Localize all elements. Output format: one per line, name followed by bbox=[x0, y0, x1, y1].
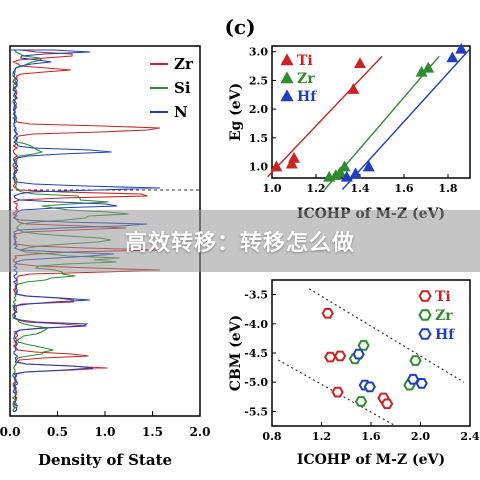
data-point-zr bbox=[334, 166, 347, 178]
data-point-zr bbox=[357, 340, 370, 351]
legend-marker-ti bbox=[280, 53, 294, 66]
data-point-ti bbox=[321, 308, 334, 319]
panel-d-content: 0.8 1.2 1.6 2.0 2.4 -3.5 -4.0 -4.5 -5.0 -5.5 ICOHP… bbox=[228, 288, 480, 468]
legend-label-ti: Ti bbox=[435, 289, 451, 305]
y-tick-label: -5.0 bbox=[244, 376, 268, 389]
y-tick-label: 2.0 bbox=[249, 103, 268, 116]
legend-marker-hf bbox=[280, 89, 294, 102]
dos-x-tick-label: 1.5 bbox=[142, 425, 163, 439]
panel-c-label: (c) bbox=[224, 15, 255, 39]
data-point-hf bbox=[352, 348, 365, 360]
panel-c-frame bbox=[271, 45, 471, 179]
data-point-hf bbox=[406, 373, 420, 385]
dos-x-ticks: 0.0 0.5 1.0 1.5 2.0 bbox=[0, 411, 210, 439]
y-axis-label: CBM (eV) bbox=[228, 315, 244, 391]
panel-d: 0.8 1.2 1.6 2.0 2.4 -3.5 -4.0 -4.5 -5.0 -5.5 ICOHP… bbox=[228, 279, 480, 468]
fit-line-blue bbox=[341, 48, 471, 190]
legend-label-zr: Zr bbox=[435, 308, 453, 324]
data-point-ti bbox=[285, 157, 298, 169]
legend-marker-zr bbox=[280, 71, 294, 84]
x-tick-label: 1.0 bbox=[262, 182, 281, 195]
x-tick-label: 1.6 bbox=[361, 430, 380, 443]
data-point-hf bbox=[363, 381, 376, 393]
x-tick-label: 2.4 bbox=[460, 430, 479, 443]
panel-c-content: 1.01.21.41.61.81.01.52.02.53.0ICOHP of M… bbox=[228, 42, 471, 222]
data-point-hf bbox=[340, 170, 353, 182]
data-point-ti bbox=[347, 83, 360, 94]
data-point-hf bbox=[415, 378, 428, 389]
y-tick-label: 1.5 bbox=[249, 132, 268, 145]
legend-label-zr: Zr bbox=[297, 71, 315, 87]
legend-marker-zr bbox=[418, 309, 432, 321]
y-tick-label: 2.5 bbox=[249, 74, 268, 87]
data-point-ti bbox=[270, 160, 283, 172]
data-point-hf bbox=[362, 160, 375, 172]
data-point-hf bbox=[349, 167, 362, 179]
y-tick-label: -4.5 bbox=[244, 347, 268, 360]
x-tick-label: 2.0 bbox=[411, 430, 430, 443]
data-point-hf bbox=[455, 42, 468, 54]
y-tick-label: 1.0 bbox=[249, 161, 268, 174]
data-point-zr bbox=[338, 160, 351, 172]
data-point-zr bbox=[409, 355, 422, 366]
dos-x-tick-label: 1.0 bbox=[95, 425, 116, 439]
x-tick-label: 1.2 bbox=[306, 182, 325, 195]
legend-label-hf: Hf bbox=[435, 327, 455, 343]
data-point-ti bbox=[331, 386, 344, 398]
dos-x-tick-label: 0.5 bbox=[47, 425, 68, 439]
data-point-ti bbox=[288, 151, 300, 163]
y-tick-label: -5.5 bbox=[244, 405, 268, 418]
legend-label-zr: Zr bbox=[174, 55, 194, 73]
legend-label-n: N bbox=[174, 103, 188, 121]
data-point-zr bbox=[354, 396, 368, 407]
legend-marker-hf bbox=[418, 328, 432, 340]
data-point-zr bbox=[415, 65, 428, 77]
legend-marker-ti bbox=[418, 290, 432, 302]
overlay-text: 高效转移：转移怎么做 bbox=[124, 231, 355, 256]
y-axis-label: Eg (eV) bbox=[228, 83, 244, 141]
y-tick-label: -3.5 bbox=[244, 289, 268, 302]
data-point-ti bbox=[333, 350, 347, 362]
x-tick-label: 1.6 bbox=[394, 182, 413, 195]
dos-x-label: Density of State bbox=[38, 451, 172, 469]
x-axis-label: ICOHP of M-Z (eV) bbox=[297, 452, 445, 468]
data-point-hf bbox=[446, 51, 459, 63]
data-point-ti bbox=[354, 57, 366, 69]
dos-x-tick-label: 0.0 bbox=[0, 425, 20, 439]
fit-line-red bbox=[267, 55, 383, 178]
data-point-ti bbox=[380, 398, 394, 410]
overlay-banner: 高效转移：转移怎么做 bbox=[0, 210, 480, 272]
guide-line bbox=[308, 288, 465, 383]
dos-legend: Zr Si N bbox=[150, 55, 194, 121]
legend-label-si: Si bbox=[174, 79, 191, 97]
x-tick-label: 0.8 bbox=[262, 430, 281, 443]
x-tick-label: 1.2 bbox=[312, 430, 331, 443]
x-tick-label: 1.4 bbox=[350, 182, 369, 195]
legend-label-ti: Ti bbox=[297, 53, 313, 69]
data-point-zr bbox=[422, 61, 435, 73]
y-tick-label: 3.0 bbox=[249, 46, 268, 59]
x-tick-label: 1.8 bbox=[438, 182, 457, 195]
y-tick-label: -4.0 bbox=[244, 318, 268, 331]
dos-x-tick-label: 2.0 bbox=[190, 425, 211, 439]
panel-c: (c) 1.01.21.41.61.81.01.52.02.53.0ICOHP … bbox=[224, 15, 471, 222]
legend-label-hf: Hf bbox=[297, 89, 317, 105]
data-point-ti bbox=[324, 351, 337, 363]
